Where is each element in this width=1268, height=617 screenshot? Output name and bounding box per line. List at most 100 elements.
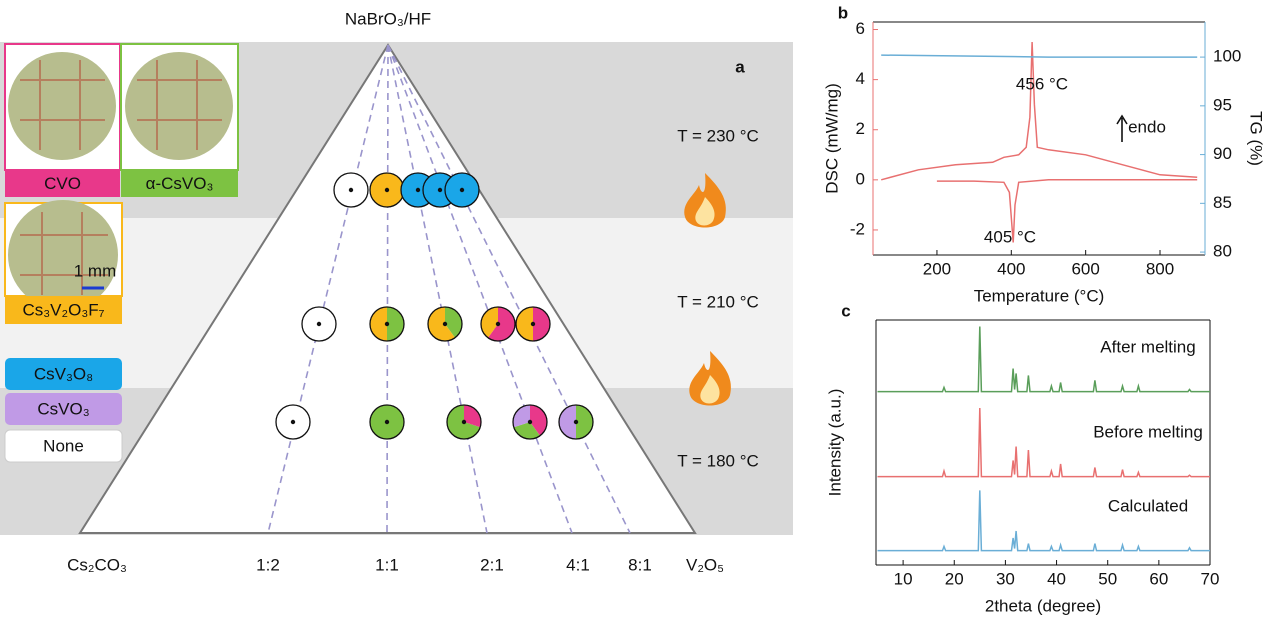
x-tick-label: 50 [1098, 569, 1117, 588]
composition-pie [333, 172, 369, 208]
x-tick-label: 60 [1149, 569, 1168, 588]
y2-tick-label: 80 [1213, 242, 1232, 261]
pie-outline [301, 306, 337, 342]
pie-center [459, 187, 465, 193]
y2-tick-label: 85 [1213, 193, 1232, 212]
composition-pie [275, 404, 311, 440]
pie-center [384, 321, 390, 327]
y2-tick-label: 100 [1213, 47, 1241, 66]
y-tick-label: 2 [856, 119, 865, 138]
scale-label: 1 mm [74, 261, 117, 280]
y2-tick-label: 90 [1213, 144, 1232, 163]
pie-slice [576, 405, 593, 439]
series-line [881, 41, 1198, 181]
composition-pie [369, 172, 405, 208]
legend-label: CsVO₃ [37, 399, 89, 418]
pie-slice [481, 307, 498, 338]
ratio-label: 8:1 [628, 555, 652, 574]
pie-center [442, 321, 448, 327]
pie-center [348, 187, 354, 193]
series-line [877, 326, 1210, 393]
x-tick-label: 600 [1071, 259, 1099, 278]
temperature-label: T = 210 °C [677, 292, 759, 311]
pie-center [384, 419, 390, 425]
legend-swatch [4, 429, 123, 463]
pie-slice [533, 307, 550, 341]
pie-outline [512, 404, 548, 440]
series-line [877, 490, 1210, 552]
legend-label: CVO [44, 174, 81, 193]
ratio-label: 2:1 [480, 555, 504, 574]
composition-pie [558, 404, 594, 440]
panel-label: a [735, 57, 745, 76]
pie-slice [464, 405, 482, 428]
pie-slice [513, 422, 540, 440]
legend-label: None [43, 436, 84, 455]
y-tick-label: 4 [856, 69, 865, 88]
pie-slice [488, 307, 516, 342]
pie-slice [428, 307, 455, 341]
composition-pie [444, 172, 480, 208]
right-label: V₂O₅ [686, 555, 724, 574]
composition-pie [480, 306, 516, 342]
pie-center [573, 419, 579, 425]
pie-outline [369, 306, 405, 342]
y2-tick-label: 95 [1213, 95, 1232, 114]
pie-center [461, 419, 467, 425]
legend-swatch [121, 170, 238, 197]
crystal-photos [4, 43, 239, 310]
y2-axis-label: TG (%) [1247, 111, 1266, 166]
y-tick-label: -2 [850, 219, 865, 238]
composition-pie [446, 404, 482, 440]
pie-outline [480, 306, 516, 342]
pie-slice [513, 405, 530, 428]
x-tick-label: 800 [1146, 259, 1174, 278]
pie-outline [444, 172, 480, 208]
ratio-label: 1:1 [375, 555, 399, 574]
x-tick-label: 70 [1201, 569, 1220, 588]
series-line [877, 407, 1210, 478]
pie-center [316, 321, 322, 327]
pie-outline [333, 172, 369, 208]
legend-label: α-CsVO₃ [146, 174, 214, 193]
x-tick-label: 10 [894, 569, 913, 588]
endo-arrow [1116, 114, 1128, 142]
apex-label: NaBrO₃/HF [345, 9, 431, 28]
annotation: 456 °C [1016, 74, 1068, 93]
flame-icon [689, 351, 731, 406]
y-tick-label: 0 [856, 169, 865, 188]
annotation: 405 °C [984, 227, 1036, 246]
pie-slice [387, 307, 404, 341]
legend-swatch [5, 358, 122, 390]
panel-label: b [838, 3, 848, 22]
legend-label: CsV₃O₈ [34, 364, 93, 383]
x-tick-label: 20 [945, 569, 964, 588]
pie-slice [445, 307, 463, 338]
ratio-label: 1:2 [256, 555, 280, 574]
pie-outline [369, 404, 405, 440]
left-label: Cs₂CO₃ [67, 555, 127, 574]
annotation: endo [1128, 117, 1166, 136]
legend-swatch [5, 393, 122, 425]
composition-pie [369, 404, 405, 440]
temperature-label: T = 180 °C [677, 451, 759, 470]
x-axis-label: Temperature (°C) [974, 286, 1105, 305]
series-label: After melting [1100, 337, 1195, 356]
pie-outline [446, 404, 482, 440]
x-axis-label: 2theta (degree) [985, 596, 1101, 615]
pie-slice [516, 307, 533, 341]
pie-center [530, 321, 536, 327]
pie-slice [559, 405, 576, 439]
series-line [881, 54, 1198, 58]
composition-pie [515, 306, 551, 342]
series-label: Before melting [1093, 422, 1203, 441]
ratio-label: 4:1 [566, 555, 590, 574]
composition-pie [512, 404, 548, 440]
y-axis-label: DSC (mW/mg) [822, 83, 841, 193]
x-tick-label: 40 [1047, 569, 1066, 588]
pie-center [415, 187, 421, 193]
pie-outline [558, 404, 594, 440]
pie-outline [275, 404, 311, 440]
composition-pie [427, 306, 463, 342]
